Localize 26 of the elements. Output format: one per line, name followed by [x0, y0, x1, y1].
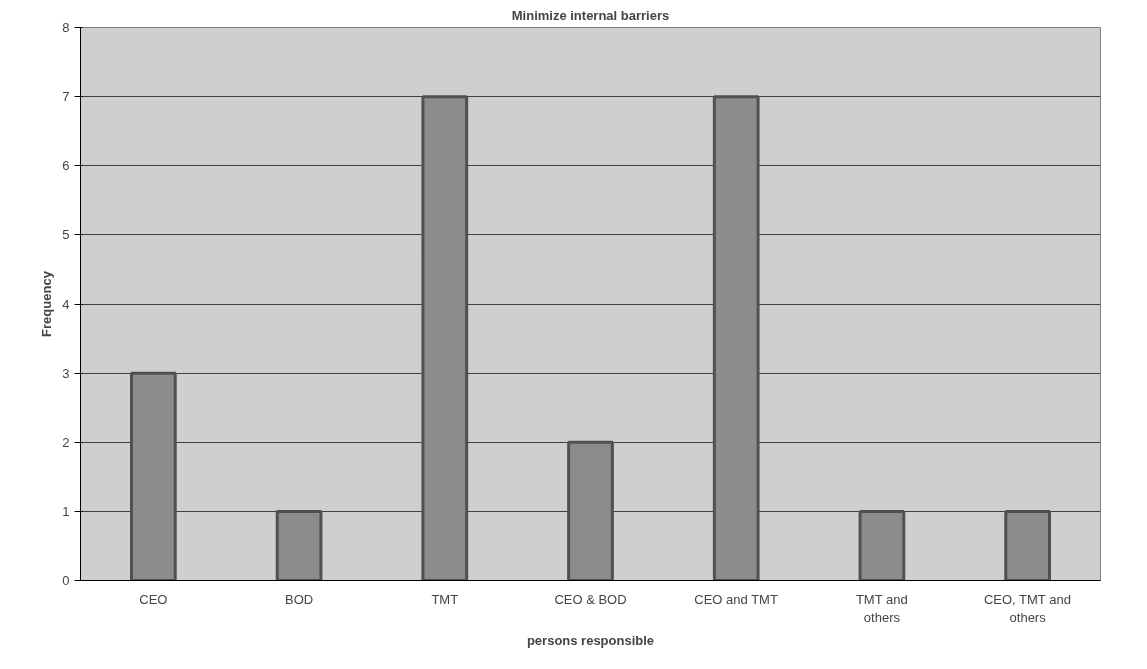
x-tick-label: BOD	[284, 591, 314, 607]
y-tick-label: 3	[62, 365, 70, 381]
bar	[421, 95, 469, 581]
x-tick-label: CEO and TMT	[694, 591, 778, 607]
bar	[567, 440, 614, 581]
bar	[712, 95, 760, 581]
y-tick-label: 1	[62, 503, 70, 519]
x-tick-label: TMT	[431, 591, 459, 607]
chart-title: Minimize internal barriers	[511, 7, 670, 23]
y-tick-label: 7	[62, 89, 70, 105]
bar	[1004, 509, 1051, 581]
bar	[275, 509, 323, 581]
y-tick-label: 0	[62, 573, 70, 588]
x-axis-title: persons responsible	[526, 632, 655, 648]
y-tick-label: 8	[62, 20, 70, 35]
bar	[130, 371, 177, 581]
x-tick-label: CEO & BOD	[554, 591, 627, 607]
y-tick-label: 5	[62, 227, 70, 243]
y-tick-label: 4	[62, 296, 70, 312]
y-tick-label: 2	[62, 434, 70, 450]
bar	[858, 509, 906, 581]
y-tick-label: 6	[62, 158, 70, 174]
x-tick-label: CEO	[139, 591, 168, 607]
x-tick-label: TMT and others	[855, 591, 908, 625]
y-axis-title: Frequency	[39, 270, 55, 337]
x-tick-label: CEO, TMT and others	[983, 591, 1071, 625]
